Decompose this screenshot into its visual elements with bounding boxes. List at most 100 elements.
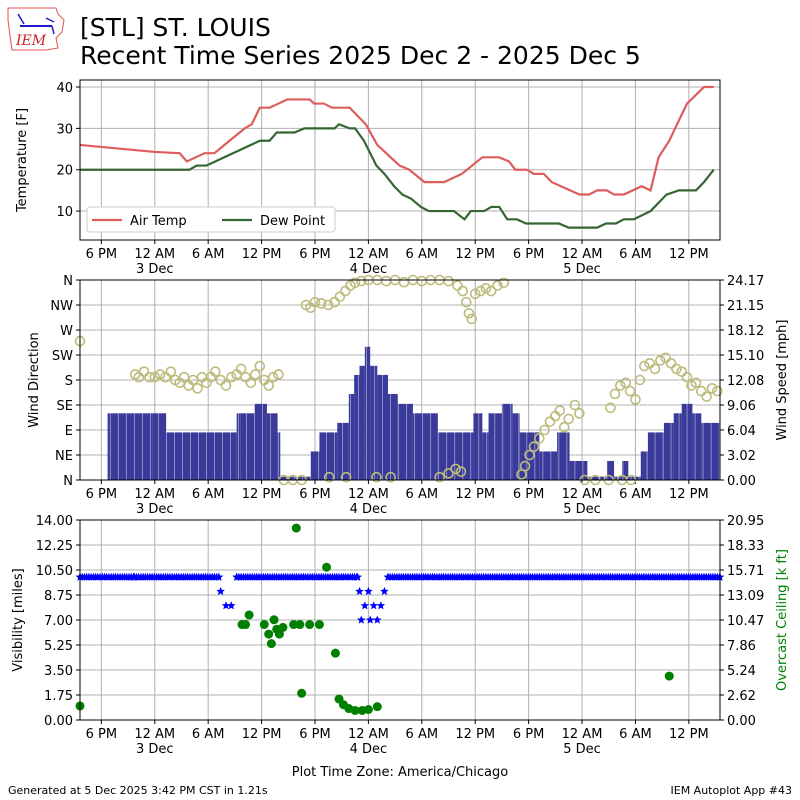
- wind-dir-ytick-label: SE: [57, 399, 73, 414]
- visibility-point: [360, 601, 370, 610]
- wind-direction-point: [434, 471, 445, 483]
- wind-dir-ytick-label: NW: [50, 299, 73, 314]
- wind-frame: [79, 279, 721, 481]
- temp-xtick-label: 6 AM: [619, 247, 652, 262]
- vis-ytick-label: 8.75: [44, 589, 73, 604]
- wind-speed-bar: [354, 374, 360, 480]
- temp-ytick-label: 20: [56, 164, 73, 179]
- visibility-point: [227, 601, 236, 610]
- wind-xtick-label: 6 AM: [406, 487, 439, 502]
- wind-speed-bar: [166, 432, 237, 480]
- wind-dir-ytick-label: N: [63, 274, 73, 289]
- ceiling-point: [305, 620, 315, 630]
- ceiling-point: [259, 620, 269, 630]
- wind-xtick-label: 12 AM: [134, 487, 175, 502]
- wind-speed-bar: [482, 432, 489, 480]
- wind-direction-point: [240, 371, 251, 383]
- wind-direction-point: [452, 280, 463, 291]
- wind-direction-point: [245, 377, 257, 389]
- ceiling-point: [264, 629, 274, 639]
- visibility-point: [130, 572, 139, 581]
- wind-direction-point: [574, 408, 585, 419]
- svg-text:IEM: IEM: [15, 33, 47, 49]
- wind-direction-point: [309, 296, 321, 308]
- vis-day-label: 3 Dec: [136, 742, 174, 757]
- wind-direction-point: [254, 360, 266, 372]
- wind-xtick-label: 6 AM: [192, 487, 225, 502]
- app-note: IEM Autoplot App #43: [670, 784, 793, 797]
- ceiling-ylabel: Overcast Ceiling [k ft]: [775, 549, 790, 691]
- ceiling-point: [664, 671, 674, 681]
- wind-direction-point: [371, 471, 382, 483]
- vis-ytick-label: 14.00: [36, 514, 73, 529]
- visibility-point: [357, 615, 366, 624]
- wind-speed-y2tick-label: 18.12: [727, 324, 764, 339]
- generated-note: Generated at 5 Dec 2025 3:42 PM CST in 1…: [8, 784, 268, 797]
- wind-direction-point: [334, 291, 346, 302]
- wind-speed-y2tick-label: 24.17: [727, 274, 764, 289]
- visibility-point: [353, 572, 362, 581]
- vis-xtick-label: 6 PM: [86, 727, 117, 742]
- wind-dir-ytick-label: SW: [52, 349, 73, 364]
- wind-direction-point: [160, 371, 171, 383]
- wind-direction-point: [569, 399, 581, 411]
- vis-xtick-label: 6 PM: [513, 727, 544, 742]
- wind-speed-bar: [364, 346, 371, 480]
- wind-speed-bar: [488, 413, 502, 480]
- vis-ytick-label: 0.00: [44, 714, 73, 729]
- wind-speed-bar: [557, 432, 570, 480]
- temp-xtick-label: 12 PM: [242, 247, 282, 262]
- wind-direction-point: [235, 363, 247, 375]
- wind-speed-bar: [319, 432, 338, 480]
- wind-direction-point: [461, 296, 472, 308]
- wind-xtick-label: 12 PM: [669, 487, 709, 502]
- vis-xtick-label: 12 AM: [348, 727, 389, 742]
- wind-direction-point: [498, 277, 509, 289]
- wind-speed-y2tick-label: 9.06: [727, 399, 756, 414]
- ceiling-point: [278, 622, 288, 632]
- wind-speed-bar: [539, 451, 558, 480]
- wind-xtick-label: 12 AM: [348, 487, 389, 502]
- wind-xtick-label: 12 AM: [562, 487, 603, 502]
- wind-speed-bar: [397, 403, 413, 480]
- wind-direction-point: [701, 391, 712, 402]
- temp-xtick-label: 12 AM: [348, 247, 389, 262]
- wind-speed-bar: [640, 451, 648, 480]
- wind-direction-point: [558, 421, 570, 433]
- wind-direction-point: [624, 385, 636, 397]
- wind-xtick-label: 6 PM: [86, 487, 117, 502]
- wind-speed-bar: [701, 422, 720, 480]
- ceiling-point: [314, 620, 324, 630]
- wind-day-label: 5 Dec: [563, 502, 601, 517]
- wind-speed-y2tick-label: 15.10: [727, 349, 764, 364]
- legend: Air Temp Dew Point: [86, 206, 336, 233]
- legend-dew-point-label: Dew Point: [260, 214, 325, 229]
- wind-speed-bar: [277, 432, 281, 480]
- wind-dir-ytick-label: E: [65, 424, 73, 439]
- wind-speed-bar: [501, 403, 513, 480]
- wind-speed-bar: [240, 413, 255, 480]
- wind-direction-point: [315, 298, 327, 309]
- wind-speed-bar: [107, 413, 153, 480]
- wind-dir-ytick-label: W: [60, 324, 73, 339]
- wind-speed-bar: [673, 413, 682, 480]
- wind-speed-bar: [606, 460, 615, 480]
- wind-direction-point: [273, 369, 284, 380]
- ceiling-y2tick-label: 13.09: [727, 589, 764, 604]
- ceiling-point: [291, 523, 301, 533]
- wind-direction-point: [620, 377, 631, 389]
- vis-xtick-label: 12 PM: [669, 727, 709, 742]
- wind-direction-point: [226, 371, 237, 383]
- temp-ylabel: Temperature [F]: [15, 108, 30, 213]
- visibility-point: [364, 586, 373, 596]
- wind-direction-point: [676, 366, 688, 377]
- vis-ytick-label: 3.50: [44, 664, 73, 679]
- ceiling-point: [363, 704, 373, 714]
- temp-ytick-label: 30: [56, 122, 73, 137]
- wind-speed-bar: [473, 413, 483, 480]
- iem-logo: IEM: [6, 6, 66, 52]
- wind-direction-point: [443, 275, 454, 287]
- visibility-point: [216, 586, 225, 596]
- wind-speed-bar: [512, 413, 520, 480]
